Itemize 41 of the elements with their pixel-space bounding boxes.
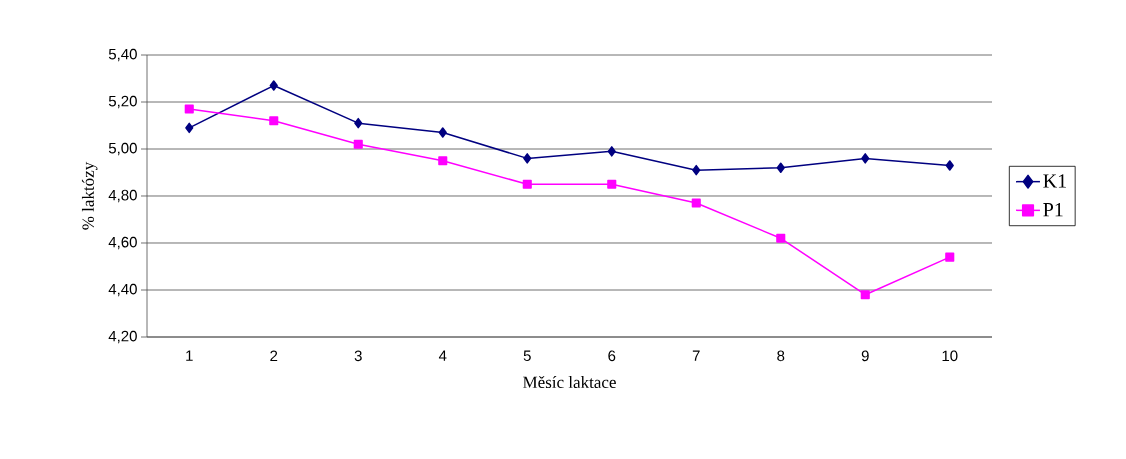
x-tick-label: 10 [942,350,958,362]
y-tick-label: 5,20 [108,95,137,109]
point [438,127,447,138]
point [776,233,786,243]
x-tick-label: 1 [186,350,193,361]
point [607,179,617,189]
point [354,117,363,129]
legend-label: K1 [1043,174,1066,188]
point [438,156,448,166]
point [945,160,954,171]
point [861,153,870,164]
point [607,146,616,157]
x-tick-label: 4 [438,350,447,361]
point [691,198,701,208]
y-tick-label: 4,80 [108,189,137,203]
point [776,162,785,174]
x-tick-label: 6 [608,350,616,362]
x-tick-label: 7 [692,350,700,361]
x-tick-label: 8 [777,350,785,362]
point [269,116,279,126]
point [184,104,194,114]
point [522,179,532,189]
point [185,122,194,134]
point [945,252,955,262]
legend-label: P1 [1043,203,1063,217]
y-tick-label: 4,60 [108,236,137,250]
y-tick-label: 4,40 [108,283,137,297]
x-tick-label: 9 [861,350,869,362]
y-axis-title: % laktózy [81,161,98,230]
x-tick-label: 5 [523,350,531,361]
point [523,153,532,164]
y-tick-label: 5,00 [108,142,137,156]
x-axis-title: Měsíc laktace [523,376,616,389]
x-tick-label: 2 [270,350,278,362]
y-tick-label: 4,20 [108,330,137,344]
point [692,164,701,176]
x-tick-label: 3 [354,350,362,362]
point [353,139,363,149]
y-tick-label: 5,40 [108,48,137,62]
point [860,290,870,300]
point [269,80,278,91]
